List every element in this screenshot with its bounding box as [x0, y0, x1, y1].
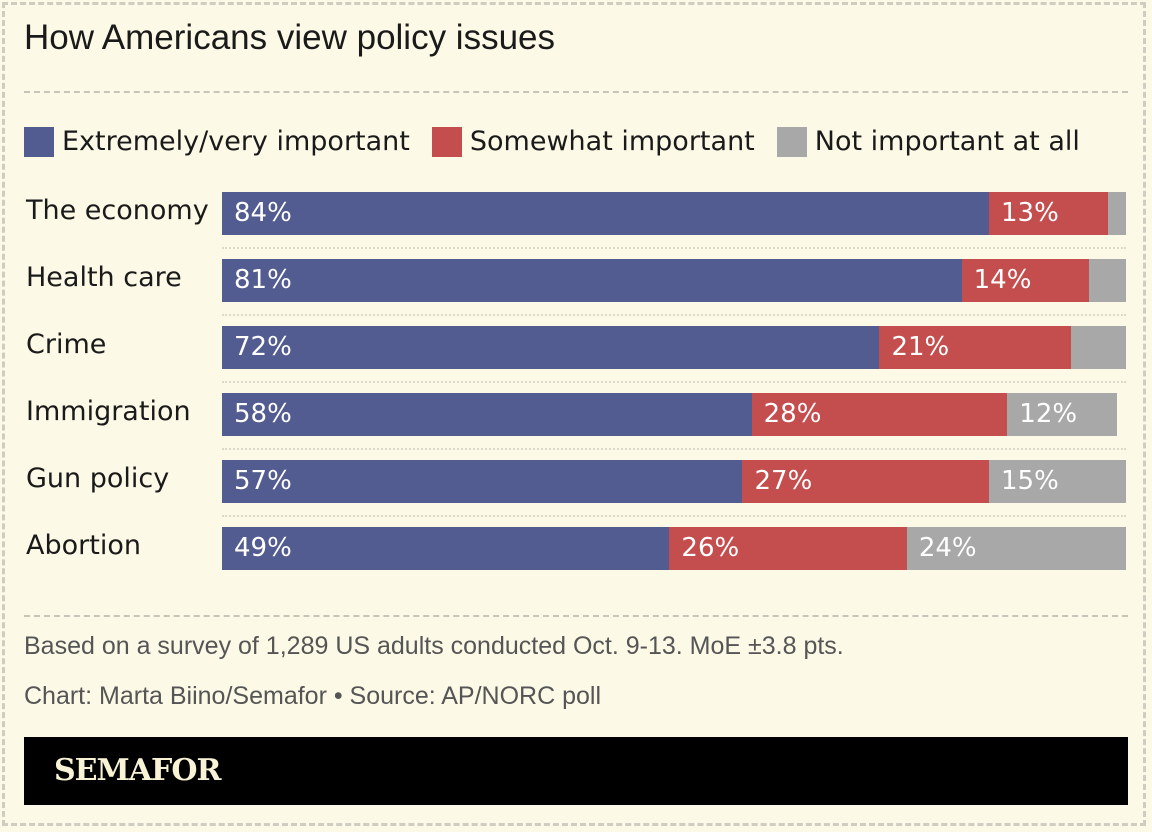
bar-segment [1071, 326, 1126, 369]
category-label: Immigration [26, 396, 191, 427]
divider [24, 615, 1128, 617]
category-label: Gun policy [26, 463, 170, 494]
legend-swatch [431, 126, 462, 157]
semafor-logo: SEMAFOR [54, 753, 221, 788]
bar-segment: 84% [222, 192, 990, 235]
row-separator [222, 381, 1126, 383]
category-label: The economy [26, 195, 209, 226]
category-label: Abortion [26, 530, 141, 561]
legend-swatch [24, 126, 54, 157]
legend-swatch [776, 126, 807, 157]
row-separator [222, 515, 1126, 517]
legend-label: Extremely/very important [62, 126, 410, 157]
credit-line: Chart: Marta Biino/Semafor • Source: AP/… [24, 682, 602, 710]
bar-segment: 72% [222, 326, 880, 369]
row-separator [222, 314, 1126, 316]
bar-segment: 24% [906, 527, 1126, 570]
bar-segment: 14% [961, 259, 1090, 302]
bar-segment: 12% [1007, 393, 1117, 436]
bar-segment: 13% [989, 192, 1108, 235]
bar-segment: 49% [222, 527, 670, 570]
survey-note: Based on a survey of 1,289 US adults con… [24, 632, 844, 660]
legend-item-somewhat-important: Somewhat important [431, 126, 755, 157]
bar-segment: 81% [222, 259, 962, 302]
bar-segment: 27% [742, 460, 990, 503]
bar-segment: 15% [989, 460, 1126, 503]
row-separator [222, 448, 1126, 450]
legend-label: Not important at all [814, 126, 1080, 157]
bar-segment: 28% [751, 393, 1008, 436]
legend-item-very-important: Extremely/very important [24, 126, 410, 157]
bar-segment: 57% [222, 460, 743, 503]
bar-segment: 21% [879, 326, 1072, 369]
category-label: Crime [26, 329, 107, 360]
legend: Extremely/very important Somewhat import… [24, 126, 1102, 157]
chart-title: How Americans view policy issues [24, 18, 556, 57]
legend-label: Somewhat important [469, 126, 755, 157]
bar-segment: 26% [669, 527, 907, 570]
bar-segment: 58% [222, 393, 752, 436]
row-separator [222, 247, 1126, 249]
bar-segment [1089, 259, 1126, 302]
brand-banner: SEMAFOR [24, 737, 1128, 805]
bar-segment [1107, 192, 1126, 235]
category-label: Health care [26, 262, 182, 293]
legend-item-not-important: Not important at all [776, 126, 1080, 157]
divider [24, 91, 1128, 93]
